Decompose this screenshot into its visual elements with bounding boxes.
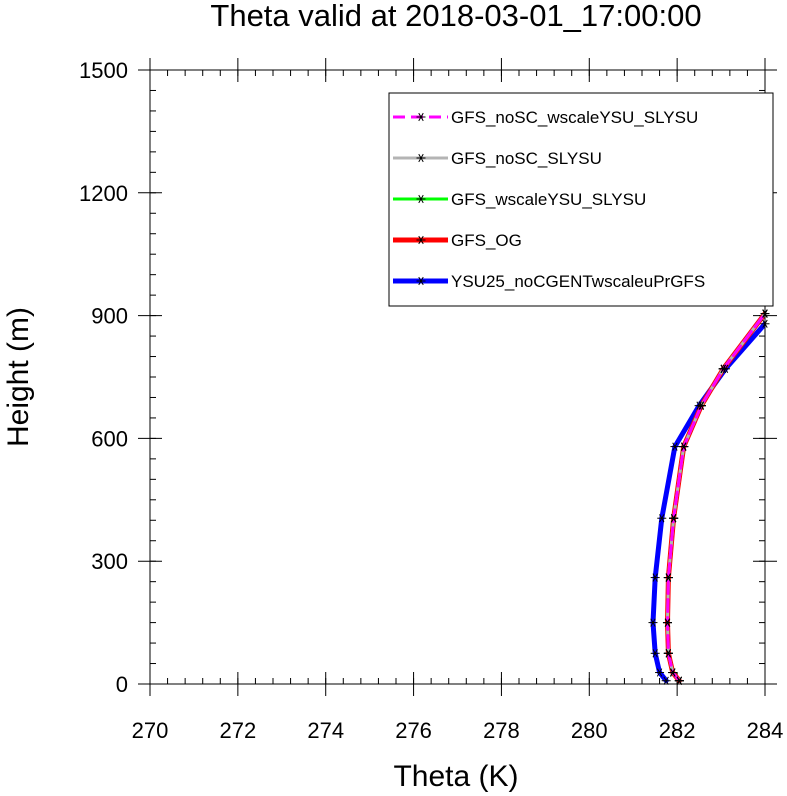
data-point: [661, 676, 671, 685]
data-point: [657, 514, 667, 523]
data-point: [655, 668, 665, 677]
x-tick-label: 282: [659, 718, 696, 743]
marker-stroke: [652, 649, 658, 658]
marker-stroke: [659, 514, 665, 523]
data-point: [674, 676, 684, 685]
y-tick-label: 1500: [79, 58, 128, 83]
marker-stroke: [670, 668, 676, 677]
marker-stroke: [670, 514, 677, 523]
tick-labels: 270 272 274 276 278 280 282 284 0 300 600 900 1200 15…: [79, 58, 783, 743]
marker-stroke: [418, 235, 424, 245]
data-point: [662, 618, 672, 627]
x-tick-label: 278: [483, 718, 520, 743]
y-tick-label: 1200: [79, 181, 128, 206]
legend-label: YSU25_noCGENTwscaleuPrGFS: [451, 272, 705, 291]
legend-label: GFS_noSC_SLYSU: [451, 149, 602, 168]
y-tick-label: 600: [91, 426, 128, 451]
series-lines: [650, 311, 765, 684]
series-line-gfs_wscaleysu_slysu: [666, 312, 765, 683]
marker-stroke: [650, 618, 656, 627]
data-point: [648, 618, 658, 627]
series-line-gfs_og: [665, 311, 765, 684]
x-tick-label: 272: [219, 718, 256, 743]
data-point: [679, 442, 689, 451]
legend-label: GFS_wscaleYSU_SLYSU: [451, 190, 646, 209]
data-point: [718, 364, 728, 373]
x-tick-label: 280: [571, 718, 608, 743]
data-point: [670, 442, 680, 451]
data-point: [668, 668, 678, 677]
plot-frame: [149, 69, 766, 685]
x-tick-label: 276: [395, 718, 432, 743]
marker-stroke: [663, 676, 669, 685]
marker-stroke: [665, 573, 672, 582]
x-tick-label: 270: [132, 718, 169, 743]
data-point: [650, 649, 660, 658]
marker-stroke: [720, 364, 726, 373]
legend-box: [388, 92, 774, 307]
marker-stroke: [672, 442, 678, 451]
data-point: [663, 649, 673, 658]
marker-stroke: [664, 618, 671, 627]
legend-marker: [416, 194, 426, 204]
series-line-gfs_nosc_wscaleysu_slysu: [666, 312, 765, 683]
marker-stroke: [656, 668, 663, 677]
legend-label: GFS_noSC_wscaleYSU_SLYSU: [451, 108, 698, 127]
y-axis-label: Height (m): [2, 307, 35, 447]
legend-marker: [416, 276, 426, 286]
x-tick-label: 274: [307, 718, 344, 743]
data-point: [650, 573, 660, 582]
series-markers: [648, 309, 770, 685]
marker-stroke: [418, 153, 424, 163]
marker-stroke: [418, 112, 424, 122]
marker-stroke: [418, 194, 424, 204]
x-axis-label: Theta (K): [393, 760, 518, 793]
marker-stroke: [676, 676, 683, 685]
legend-label: GFS_OG: [451, 231, 522, 250]
data-point: [663, 573, 673, 582]
marker-stroke: [665, 649, 672, 658]
legend-marker: [416, 112, 426, 122]
series-line-gfs_nosc_slysu: [666, 312, 765, 683]
data-point: [696, 401, 706, 410]
y-tick-label: 900: [91, 304, 128, 329]
marker-stroke: [681, 442, 687, 451]
marker-stroke: [698, 401, 704, 410]
legend-marker: [416, 153, 426, 163]
y-tick-label: 300: [91, 549, 128, 574]
legend: GFS_noSC_wscaleYSU_SLYSU GFS_noSC_SLYSU GF…: [388, 92, 774, 307]
data-point: [669, 514, 679, 523]
legend-marker: [416, 235, 426, 245]
x-tick-label: 284: [747, 718, 784, 743]
y-tick-label: 0: [116, 672, 128, 697]
marker-stroke: [652, 573, 658, 582]
marker-stroke: [418, 276, 424, 286]
chart-title: Theta valid at 2018-03-01_17:00:00: [210, 0, 701, 33]
